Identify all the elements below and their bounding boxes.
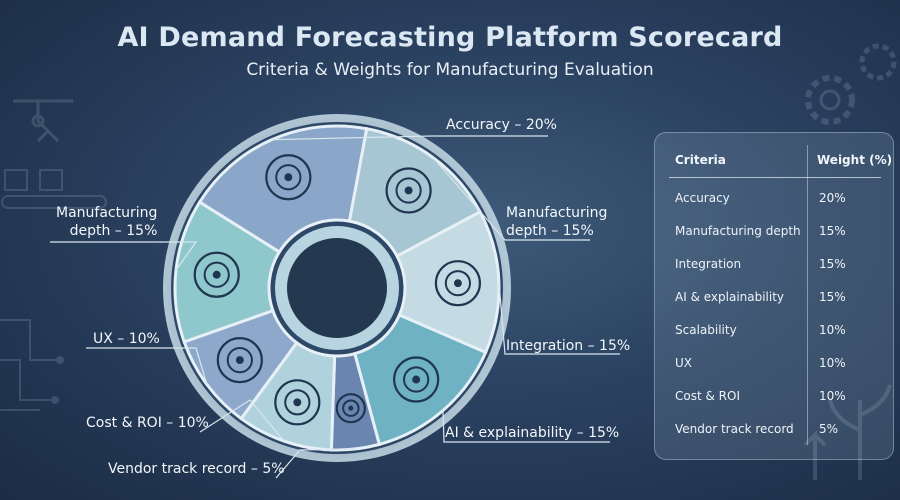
leader-line [498, 281, 620, 355]
table-cell-criteria: Accuracy [675, 191, 730, 205]
callout-ai-explainability: AI & explainability – 15% [445, 425, 620, 441]
table-cell-criteria: Vendor track record [675, 422, 794, 436]
table-cell-criteria: Manufacturing depth [675, 224, 801, 238]
header-divider [669, 177, 881, 178]
callout-line-1: Manufacturing [506, 205, 608, 221]
factory-icon [385, 167, 432, 214]
table-cell-weight: 15% [819, 224, 846, 238]
leader-line [271, 135, 548, 141]
donut-hole [287, 238, 387, 338]
leader-line [442, 410, 610, 443]
leader-line [50, 241, 198, 271]
callout-line-2: depth – 15% [69, 223, 158, 239]
column-divider [807, 145, 808, 445]
callout-manufacturing-depth-left: Manufacturing depth – 15% [56, 204, 157, 240]
table-cell-criteria: Cost & ROI [675, 389, 740, 403]
pie-slice [173, 200, 282, 344]
table-header-criteria: Criteria [675, 153, 726, 167]
pie-slice [347, 126, 483, 259]
callout-ux: UX – 10% [93, 331, 160, 347]
plug-chain-icon [434, 260, 482, 307]
table-cell-weight: 5% [819, 422, 839, 436]
table-cell-weight: 10% [819, 389, 846, 403]
weights-table: Criteria Weight (%) Accuracy 20% Manufactu… [654, 132, 894, 460]
callout-line-2: depth – 15% [506, 223, 594, 239]
table-cell-criteria: UX [675, 356, 693, 370]
circuit-lines-icon [0, 319, 64, 411]
table-cell-weight: 15% [819, 257, 846, 271]
table-cell-weight: 10% [819, 356, 846, 370]
table-cell-criteria: Integration [675, 257, 742, 271]
gears-icon [805, 43, 897, 125]
brain-magnifier-icon [393, 356, 440, 403]
plant-growth-icon [803, 384, 892, 480]
callout-vendor-track-record: Vendor track record – 5% [108, 461, 285, 477]
callout-integration: Integration – 15% [506, 338, 631, 354]
table-cell-weight: 15% [819, 290, 846, 304]
leader-line [86, 347, 208, 385]
callout-line-1: Manufacturing [56, 205, 158, 221]
table-cell-weight: 20% [819, 191, 846, 205]
target-icon [265, 154, 312, 201]
callout-cost-roi: Cost & ROI – 10% [86, 415, 209, 431]
table-cell-criteria: AI & explainability [675, 290, 785, 304]
data-growth-icon [193, 251, 240, 298]
chart-subtitle: Criteria & Weights for Manufacturing Eva… [246, 60, 654, 80]
table-cell-criteria: Scalability [675, 323, 737, 337]
pie-slice [352, 313, 488, 447]
chart-title: AI Demand Forecasting Platform Scorecard [117, 22, 783, 53]
pie-slice [395, 209, 501, 355]
dashboard-cursor-icon [216, 336, 263, 384]
coins-growth-icon [274, 379, 321, 426]
leader-line [432, 157, 590, 241]
robot-arm-icon [13, 99, 73, 143]
callout-manufacturing-depth-right: Manufacturing depth – 15% [506, 204, 607, 240]
leader-line [275, 448, 356, 479]
award-ribbon-icon [335, 393, 366, 424]
table-cell-weight: 10% [819, 323, 846, 337]
leader-line [199, 399, 285, 442]
conveyor-boxes-icon [1, 169, 107, 209]
callout-accuracy: Accuracy – 20% [446, 117, 557, 133]
table-header-weight: Weight (%) [817, 153, 893, 167]
